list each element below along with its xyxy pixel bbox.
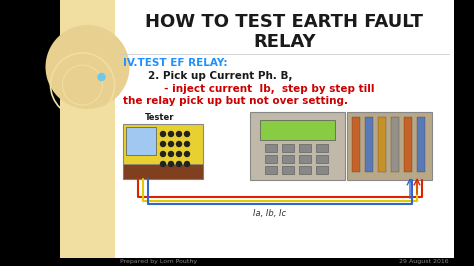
Circle shape <box>184 161 190 167</box>
Bar <box>126 127 156 155</box>
Bar <box>282 166 294 174</box>
Bar <box>391 117 399 172</box>
Text: - inject current  Ib,  step by step till: - inject current Ib, step by step till <box>128 84 374 94</box>
Circle shape <box>176 131 182 136</box>
Bar <box>265 144 277 152</box>
Circle shape <box>161 161 165 167</box>
Bar <box>316 166 328 174</box>
Circle shape <box>46 25 129 109</box>
Bar <box>0 0 60 266</box>
Circle shape <box>98 73 105 81</box>
Bar <box>417 117 425 172</box>
Circle shape <box>161 131 165 136</box>
Circle shape <box>176 161 182 167</box>
Bar <box>0 258 474 266</box>
Bar <box>347 112 432 180</box>
Bar <box>378 117 386 172</box>
Circle shape <box>161 142 165 147</box>
Bar <box>265 155 277 163</box>
Bar <box>299 166 311 174</box>
Bar <box>123 124 203 179</box>
Text: HOW TO TEST EARTH FAULT: HOW TO TEST EARTH FAULT <box>146 13 423 31</box>
Circle shape <box>168 152 173 156</box>
Bar <box>60 0 115 266</box>
Text: 29 August 2016: 29 August 2016 <box>400 260 449 264</box>
Bar <box>115 0 454 266</box>
Bar <box>299 155 311 163</box>
Bar <box>404 117 412 172</box>
Bar <box>282 155 294 163</box>
Circle shape <box>184 152 190 156</box>
Bar <box>123 164 203 179</box>
Circle shape <box>184 131 190 136</box>
Bar <box>260 120 335 140</box>
Text: RELAY: RELAY <box>253 33 316 51</box>
Bar <box>299 144 311 152</box>
Text: Tester: Tester <box>145 114 175 123</box>
Bar <box>265 166 277 174</box>
Circle shape <box>168 131 173 136</box>
Bar <box>316 155 328 163</box>
Circle shape <box>184 142 190 147</box>
Bar <box>316 144 328 152</box>
Text: IV.TEST EF RELAY:: IV.TEST EF RELAY: <box>123 58 228 68</box>
Circle shape <box>161 152 165 156</box>
Text: the relay pick up but not over setting.: the relay pick up but not over setting. <box>123 96 348 106</box>
Bar <box>454 0 474 266</box>
Text: 2. Pick up Current Ph. B,: 2. Pick up Current Ph. B, <box>148 71 292 81</box>
Circle shape <box>168 161 173 167</box>
Bar <box>250 112 345 180</box>
Text: Prepared by Lorn Pouthy: Prepared by Lorn Pouthy <box>120 260 197 264</box>
Bar <box>352 117 360 172</box>
Bar <box>365 117 373 172</box>
Circle shape <box>176 152 182 156</box>
Text: Ia, Ib, Ic: Ia, Ib, Ic <box>254 209 287 218</box>
Circle shape <box>176 142 182 147</box>
Circle shape <box>168 142 173 147</box>
Bar <box>282 144 294 152</box>
